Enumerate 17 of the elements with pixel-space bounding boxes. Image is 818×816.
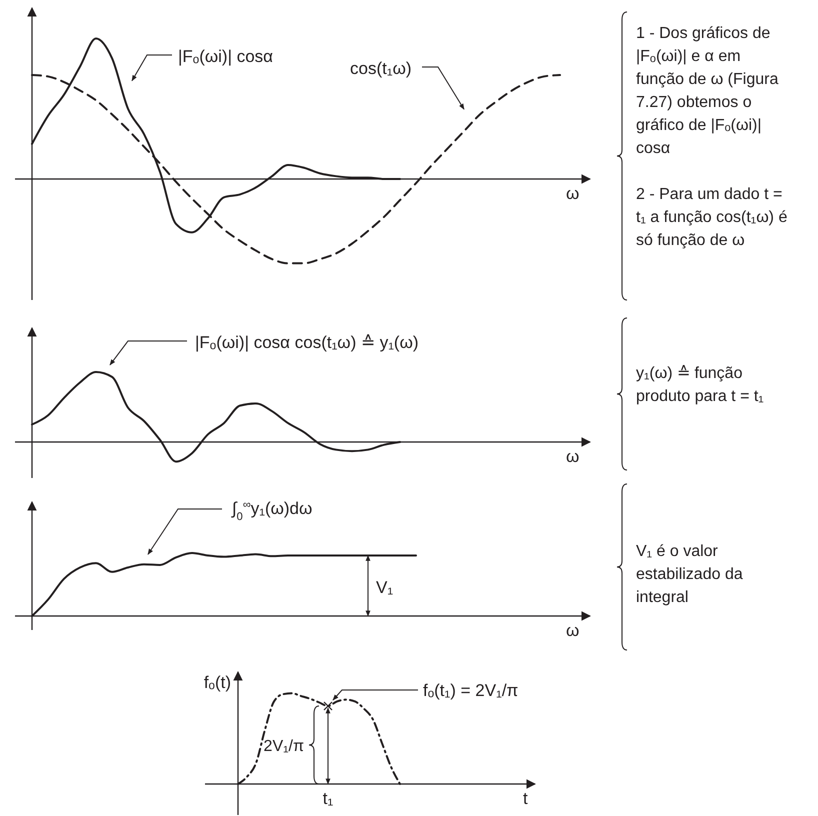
text: 2 - Para um dado t = t₁ a função cos(t₁ω) é só função de ω (636, 185, 788, 251)
text: 1 - Dos gráficos de |Fₒ(ωi)| e α em função de ω (Figura 7.27) obtemos o gráfico de |Fₒ(ωi)| cosα (636, 24, 780, 159)
legend-label: |Fₒ(ωi)| cosα (178, 47, 274, 66)
annotation: 2V₁/π (264, 738, 304, 755)
y-axis-title: fₒ(t) (204, 673, 231, 692)
x-axis-title: ω (566, 621, 580, 640)
legend-label: |Fₒ(ωi)| cosα cos(t₁ω) ≙ y₁(ω) (195, 333, 419, 352)
x-axis-title: ω (566, 447, 580, 466)
text: y₁(ω) ≙ função produto para t = t₁ (636, 364, 765, 407)
text: V₁ é o valor estabilizado da integral (636, 542, 744, 608)
annotation: fₒ(t₁) = 2V₁/π (423, 681, 518, 700)
x-axis-title: t (523, 789, 528, 808)
text: t₁ (322, 789, 334, 808)
series-label: ∫$_{0}$$^{∞}$y₁(ω)dω (231, 499, 312, 523)
text: cos(t₁ω) (350, 59, 412, 78)
annotation: V₁ (376, 578, 394, 597)
x-axis-title: ω (566, 184, 580, 203)
